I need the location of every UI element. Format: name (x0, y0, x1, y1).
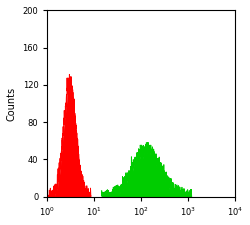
Y-axis label: Counts: Counts (7, 86, 17, 121)
